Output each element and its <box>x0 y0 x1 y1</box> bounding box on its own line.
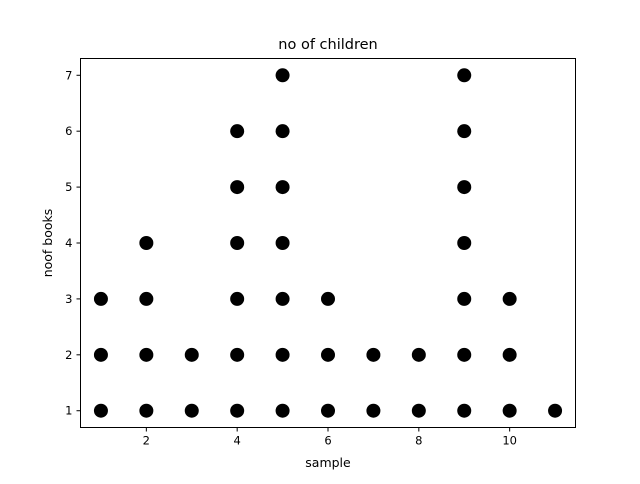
data-point <box>230 180 245 195</box>
y-tick-label: 6 <box>65 124 72 138</box>
data-point <box>502 347 517 362</box>
data-point <box>366 347 381 362</box>
y-tick-label: 3 <box>65 292 72 306</box>
x-axis-ticks: 2 4 6 8 10 <box>143 427 517 448</box>
data-point <box>230 236 245 250</box>
plot-frame <box>80 58 576 428</box>
data-point <box>502 291 517 306</box>
data-point <box>321 347 335 362</box>
data-point <box>457 403 472 418</box>
data-point <box>457 180 472 195</box>
y-tick-label: 5 <box>65 180 72 194</box>
data-point <box>93 347 108 362</box>
data-point <box>275 180 290 195</box>
data-point <box>230 403 245 418</box>
chart-title: no of children <box>278 37 377 53</box>
points-layer <box>93 68 563 418</box>
data-point <box>321 291 335 306</box>
data-point <box>230 347 245 362</box>
data-point <box>366 403 381 418</box>
data-point <box>275 403 290 418</box>
data-point <box>457 124 472 139</box>
data-point <box>93 291 108 306</box>
data-point <box>230 124 245 139</box>
data-point <box>275 291 290 306</box>
data-point <box>275 68 290 83</box>
x-tick-label: 10 <box>502 434 517 448</box>
data-point <box>502 403 517 418</box>
data-point <box>411 403 426 418</box>
y-axis-ticks: 1 2 3 4 5 6 7 <box>65 68 81 418</box>
data-point <box>93 403 108 418</box>
x-tick-label: 8 <box>415 434 422 448</box>
data-point <box>457 68 472 83</box>
data-point <box>321 403 335 418</box>
data-point <box>139 236 154 250</box>
data-point <box>457 291 472 306</box>
y-tick-label: 1 <box>65 404 72 418</box>
data-point <box>139 347 154 362</box>
data-point <box>139 403 154 418</box>
y-tick-label: 7 <box>65 68 72 82</box>
y-tick-label: 2 <box>65 348 72 362</box>
data-point <box>411 347 426 362</box>
data-point <box>457 347 472 362</box>
data-point <box>184 347 199 362</box>
data-point <box>275 236 290 250</box>
data-point <box>548 403 563 418</box>
x-tick-label: 6 <box>324 434 331 448</box>
data-point <box>457 236 472 250</box>
x-tick-label: 2 <box>143 434 150 448</box>
data-point <box>275 347 290 362</box>
data-point <box>139 291 154 306</box>
y-axis-label: noof books <box>40 209 55 278</box>
x-axis-label: sample <box>305 455 351 470</box>
data-point <box>230 291 245 306</box>
data-point <box>184 403 199 418</box>
x-tick-label: 4 <box>234 434 241 448</box>
data-point <box>275 124 290 139</box>
y-tick-label: 4 <box>65 236 72 250</box>
